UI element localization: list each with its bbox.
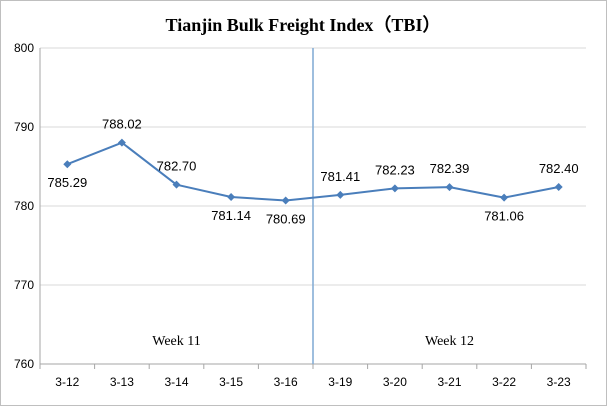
series-line — [66, 141, 559, 202]
data-label: 785.29 — [47, 175, 87, 190]
series-polyline — [66, 141, 559, 202]
y-tick-label: 790 — [14, 120, 34, 134]
data-point-marker — [281, 196, 290, 205]
data-point-marker — [117, 138, 126, 147]
x-tick-label: 3-12 — [55, 375, 79, 389]
data-labels: 785.29 788.02 782.70 781.14 780.69 781.41 782.… — [47, 117, 578, 227]
data-label: 782.70 — [157, 159, 197, 174]
week-annotations: Week 11 Week 12 — [152, 334, 474, 349]
y-axis-ticks: 760 770 780 790 800 — [14, 41, 34, 371]
x-tick-label: 3-13 — [110, 375, 134, 389]
x-tick-label: 3-16 — [274, 375, 298, 389]
data-point-marker — [445, 183, 454, 192]
x-tick-label: 3-21 — [437, 375, 461, 389]
data-label: 782.40 — [539, 161, 579, 176]
data-point-marker — [227, 192, 236, 201]
y-tick-label: 760 — [14, 357, 34, 371]
data-point-marker — [63, 160, 72, 169]
y-tick-label: 780 — [14, 199, 34, 213]
data-point-marker — [554, 183, 563, 192]
week-label: Week 11 — [152, 334, 201, 349]
week-label: Week 12 — [425, 334, 474, 349]
data-label: 782.23 — [375, 162, 415, 177]
x-tick-label: 3-23 — [547, 375, 571, 389]
chart-title: Tianjin Bulk Freight Index（TBI） — [166, 15, 441, 35]
data-point-marker — [336, 190, 345, 199]
x-axis-ticks: 3-12 3-13 3-14 3-15 3-16 3-19 3-20 3-21 3-22 3-23 — [55, 375, 571, 389]
x-tick-label: 3-20 — [383, 375, 407, 389]
data-point-marker — [390, 184, 399, 193]
x-tick-label: 3-15 — [219, 375, 243, 389]
data-points — [63, 138, 563, 205]
x-tick-label: 3-14 — [164, 375, 188, 389]
data-label: 781.14 — [211, 208, 251, 223]
x-tick-label: 3-19 — [328, 375, 352, 389]
data-point-marker — [500, 193, 509, 202]
data-label: 788.02 — [102, 117, 142, 132]
data-label: 781.06 — [484, 209, 524, 224]
y-tick-label: 770 — [14, 278, 34, 292]
data-label: 782.39 — [430, 161, 470, 176]
y-tick-label: 800 — [14, 41, 34, 55]
data-label: 781.41 — [320, 169, 360, 184]
x-tick-label: 3-22 — [492, 375, 516, 389]
data-point-marker — [172, 180, 181, 189]
data-label: 780.69 — [266, 212, 306, 227]
